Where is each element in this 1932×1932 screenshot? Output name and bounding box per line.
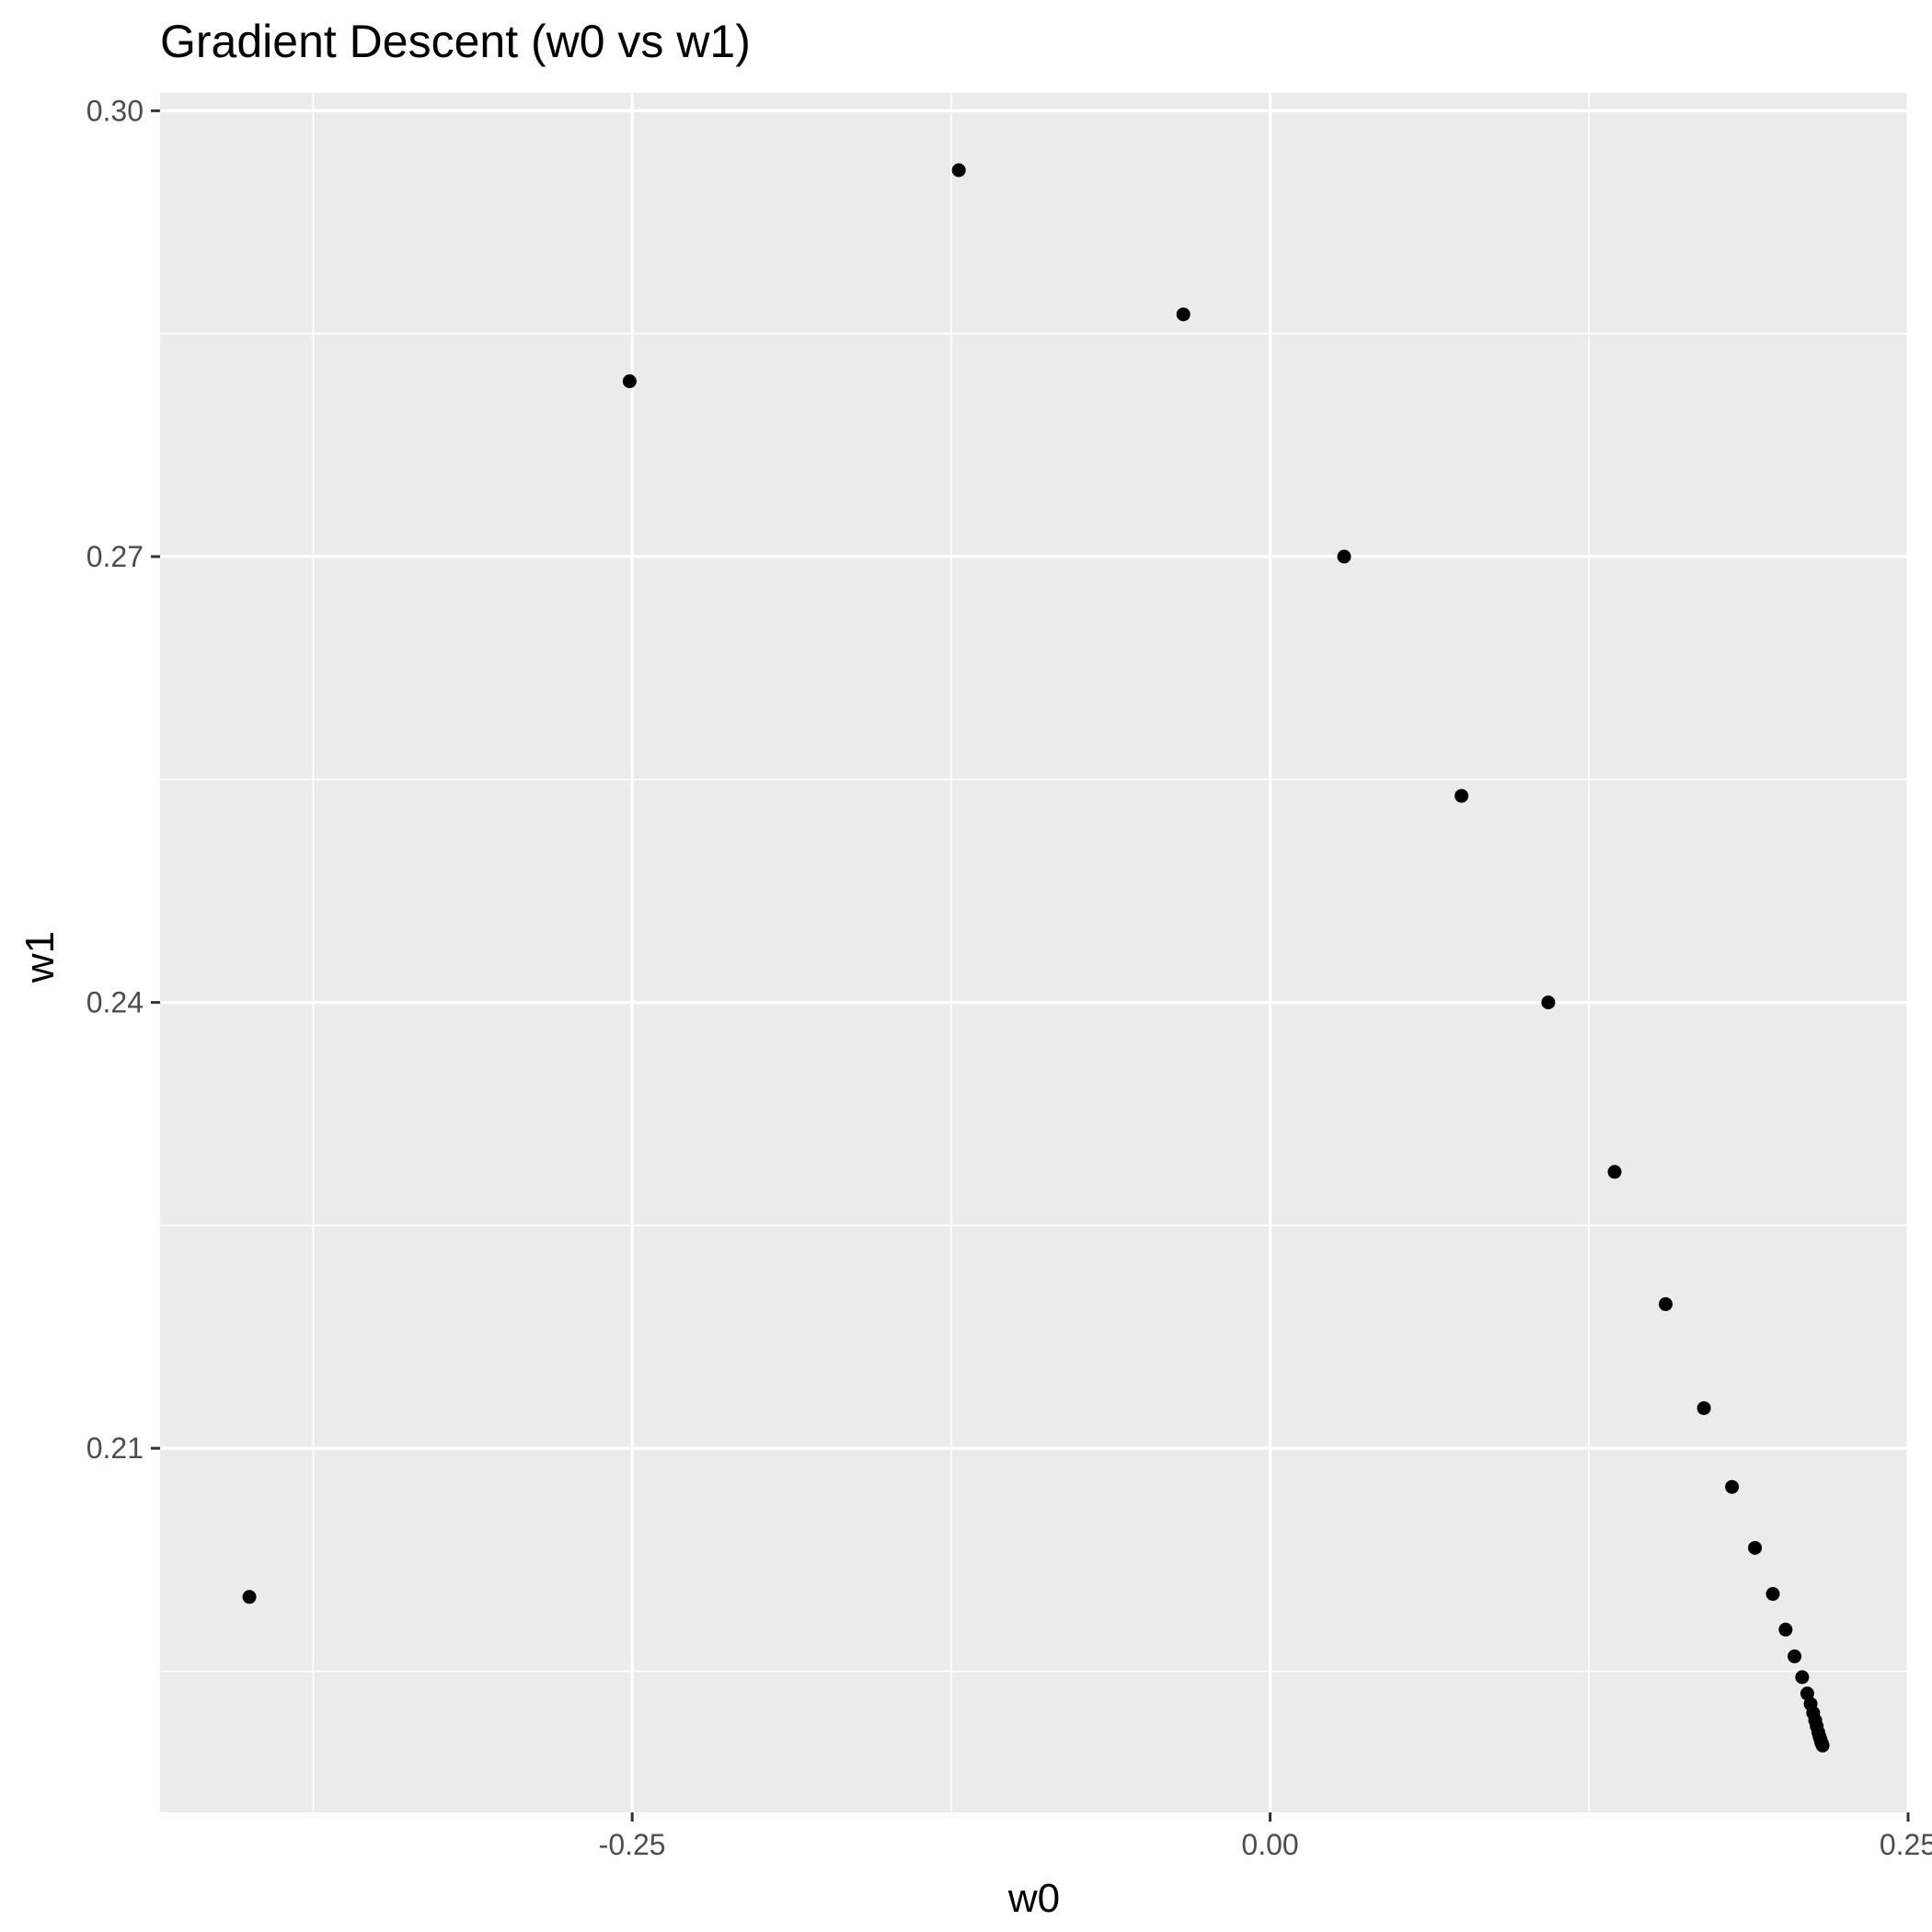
data-point [1696, 1401, 1711, 1416]
y-axis: 0.21 0.24 0.27 0.30 [86, 94, 160, 1465]
data-point [1778, 1622, 1793, 1637]
data-point [1541, 995, 1556, 1010]
data-point [1337, 549, 1351, 564]
data-points [242, 163, 1830, 1753]
x-axis-label: w0 [1007, 1876, 1060, 1921]
data-point [1815, 1738, 1830, 1753]
data-point [951, 163, 966, 178]
data-point [1765, 1587, 1780, 1602]
y-tick-label: 0.21 [86, 1432, 144, 1465]
data-point [1658, 1297, 1673, 1312]
y-tick-label: 0.30 [86, 94, 144, 127]
minor-grid [160, 93, 1908, 1812]
x-tick-label: 0.25 [1880, 1828, 1932, 1861]
y-tick-label: 0.27 [86, 540, 144, 573]
major-grid [160, 93, 1910, 1812]
x-tick-label: 0.00 [1241, 1828, 1298, 1861]
data-point [1607, 1165, 1622, 1179]
data-point [242, 1590, 257, 1604]
chart-title: Gradient Descent (w0 vs w1) [160, 16, 751, 67]
x-tick-label: -0.25 [599, 1828, 666, 1861]
data-point [1455, 788, 1469, 803]
data-point [1800, 1686, 1814, 1701]
data-point [622, 374, 637, 388]
x-axis: -0.25 0.00 0.25 [599, 1812, 1932, 1861]
data-point [1725, 1479, 1740, 1494]
data-point [1176, 307, 1190, 322]
data-point [1748, 1540, 1763, 1555]
plot-panel [160, 93, 1908, 1812]
data-point [1788, 1649, 1802, 1663]
y-tick-label: 0.24 [86, 986, 144, 1019]
data-point [1795, 1670, 1810, 1685]
y-axis-label: w1 [17, 931, 63, 983]
